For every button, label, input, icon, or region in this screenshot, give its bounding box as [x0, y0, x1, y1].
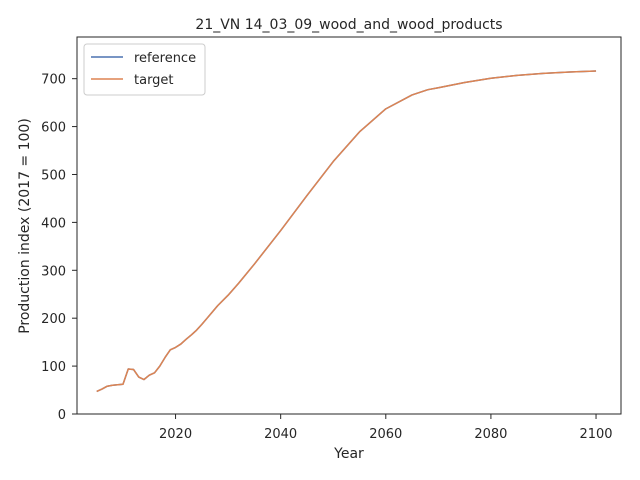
- y-tick-label: 100: [41, 360, 66, 375]
- series-layer: [96, 70, 597, 393]
- x-tick-label: 2100: [579, 427, 612, 442]
- y-tick-label: 600: [41, 121, 66, 136]
- y-axis-label: Production index (2017 = 100): [17, 118, 33, 334]
- legend-label-target: target: [134, 73, 174, 88]
- y-tick-label: 200: [41, 312, 66, 327]
- x-tick-label: 2020: [159, 427, 192, 442]
- y-tick-label: 300: [41, 264, 66, 279]
- x-tick-label: 2080: [474, 427, 507, 442]
- legend-label-reference: reference: [134, 51, 196, 66]
- x-tick-label: 2040: [264, 427, 297, 442]
- y-tick-label: 500: [41, 168, 66, 183]
- x-axis-label: Year: [333, 446, 364, 462]
- x-axis: 2020 2040 2060 2080 2100: [159, 414, 613, 442]
- series-line-target: [96, 70, 597, 393]
- x-tick-label: 2060: [369, 427, 402, 442]
- legend: reference target: [83, 43, 206, 96]
- chart-title: 21_VN 14_03_09_wood_and_wood_products: [195, 17, 502, 33]
- series-line-reference: [96, 70, 597, 393]
- y-tick-label: 700: [41, 73, 66, 88]
- y-axis: 0 100 200 300 400 500 600 700: [41, 73, 77, 423]
- plot-frame: [76, 36, 622, 415]
- y-tick-label: 400: [41, 216, 66, 231]
- y-tick-label: 0: [58, 408, 66, 423]
